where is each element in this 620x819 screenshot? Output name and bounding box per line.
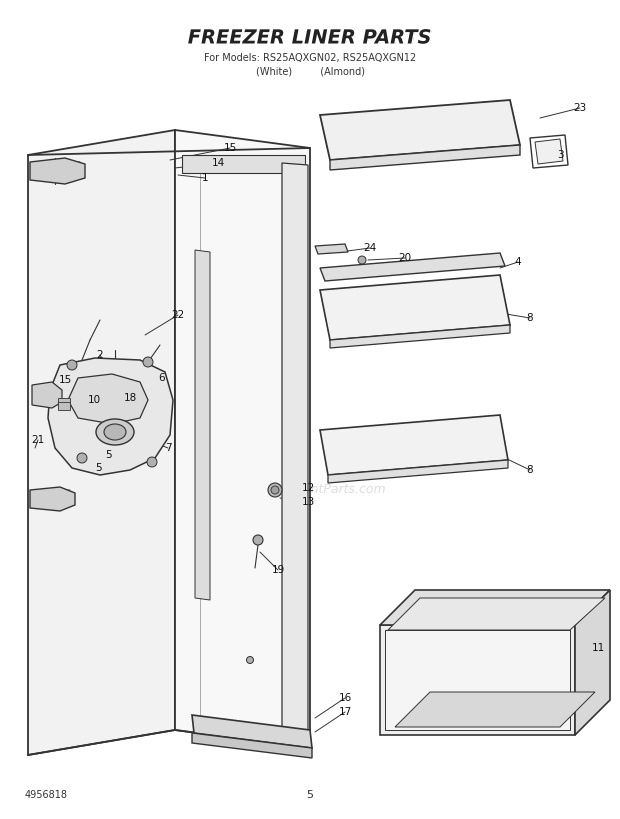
Text: 18: 18 <box>123 393 136 403</box>
Polygon shape <box>328 460 508 483</box>
Text: 17: 17 <box>339 707 352 717</box>
Polygon shape <box>530 135 568 168</box>
Polygon shape <box>388 598 605 630</box>
Text: 15: 15 <box>58 375 72 385</box>
Text: 3: 3 <box>557 150 564 160</box>
Text: 1: 1 <box>202 173 208 183</box>
Polygon shape <box>315 244 348 254</box>
Text: FREEZER LINER PARTS: FREEZER LINER PARTS <box>188 29 432 48</box>
Polygon shape <box>68 374 148 424</box>
Text: 4: 4 <box>515 257 521 267</box>
Text: FREEZER LINER PARTS: FREEZER LINER PARTS <box>188 29 432 48</box>
Polygon shape <box>195 250 210 600</box>
Bar <box>58 398 70 406</box>
Circle shape <box>268 483 282 497</box>
Polygon shape <box>575 590 610 735</box>
Text: 8: 8 <box>526 313 533 323</box>
Bar <box>58 402 70 410</box>
Polygon shape <box>320 100 520 160</box>
Text: 12: 12 <box>301 483 314 493</box>
Text: 15: 15 <box>223 143 237 153</box>
Polygon shape <box>330 145 520 170</box>
Polygon shape <box>380 625 575 735</box>
Circle shape <box>358 256 366 264</box>
Text: 13: 13 <box>301 497 314 507</box>
Polygon shape <box>380 590 610 625</box>
Text: 24: 24 <box>363 243 376 253</box>
Polygon shape <box>395 692 595 727</box>
Text: 20: 20 <box>399 253 412 263</box>
Polygon shape <box>30 487 75 511</box>
Text: 5: 5 <box>95 463 101 473</box>
Text: 6: 6 <box>159 373 166 383</box>
Text: 14: 14 <box>211 158 224 168</box>
Text: 10: 10 <box>87 395 100 405</box>
Polygon shape <box>192 733 312 758</box>
Circle shape <box>143 357 153 367</box>
Text: 11: 11 <box>591 643 604 653</box>
Polygon shape <box>32 382 62 408</box>
Text: 4956818: 4956818 <box>25 790 68 800</box>
Circle shape <box>247 657 254 663</box>
Polygon shape <box>320 253 505 281</box>
Circle shape <box>147 457 157 467</box>
Text: 16: 16 <box>339 693 352 703</box>
Text: For Models: RS25AQXGN02, RS25AQXGN12: For Models: RS25AQXGN02, RS25AQXGN12 <box>204 53 416 63</box>
Text: 5: 5 <box>105 450 112 460</box>
Polygon shape <box>320 415 508 475</box>
Circle shape <box>77 453 87 463</box>
Text: 21: 21 <box>32 435 45 445</box>
Text: 5: 5 <box>306 790 314 800</box>
Text: 2: 2 <box>97 350 104 360</box>
Text: 22: 22 <box>171 310 185 320</box>
Text: 23: 23 <box>574 103 587 113</box>
Polygon shape <box>320 275 510 340</box>
Polygon shape <box>330 325 510 348</box>
Circle shape <box>67 360 77 370</box>
Text: 19: 19 <box>272 565 285 575</box>
Polygon shape <box>282 163 308 742</box>
Bar <box>182 155 305 173</box>
Polygon shape <box>182 142 305 742</box>
Ellipse shape <box>104 424 126 440</box>
Ellipse shape <box>96 419 134 445</box>
Polygon shape <box>30 158 85 184</box>
Text: 8: 8 <box>526 465 533 475</box>
Bar <box>385 630 570 730</box>
Polygon shape <box>535 139 563 164</box>
Polygon shape <box>175 130 310 748</box>
Polygon shape <box>192 715 312 748</box>
Circle shape <box>253 535 263 545</box>
Text: (White)         (Almond): (White) (Almond) <box>255 67 365 77</box>
Polygon shape <box>48 358 173 475</box>
Circle shape <box>271 486 279 494</box>
Polygon shape <box>28 130 175 755</box>
Text: eReplacementParts.com: eReplacementParts.com <box>234 483 386 496</box>
Text: 7: 7 <box>165 443 171 453</box>
